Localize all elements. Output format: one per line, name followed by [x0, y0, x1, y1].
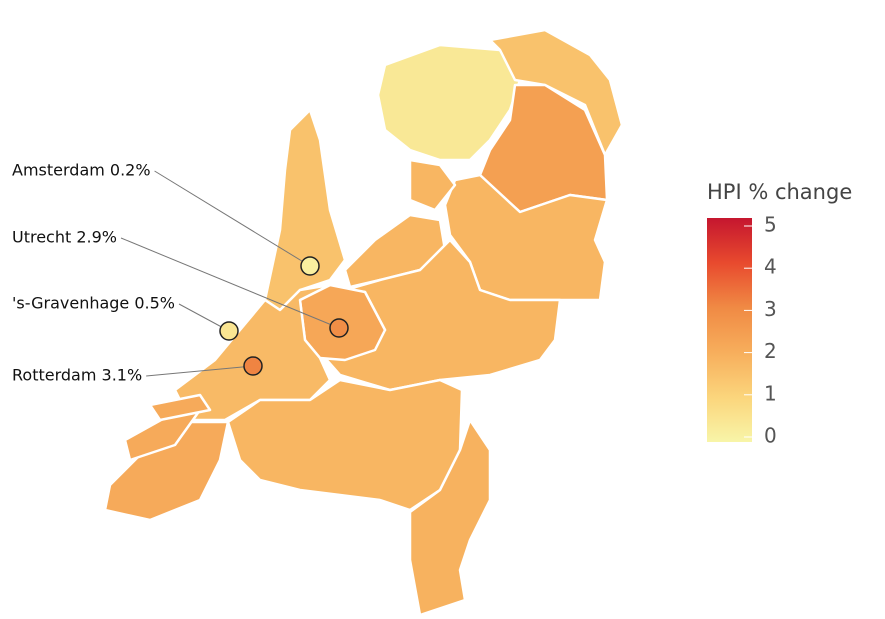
- legend-tick-label: 2: [764, 339, 777, 363]
- region: [408, 418, 492, 617]
- legend-tick-label: 5: [764, 213, 777, 237]
- colorbar: [707, 218, 752, 442]
- city-marker: [219, 321, 239, 341]
- leader-line: [154, 170, 311, 267]
- region: [376, 43, 522, 162]
- legend-title: HPI % change: [707, 180, 852, 204]
- city-marker: [300, 256, 320, 276]
- cities: Amsterdam 0.2% Utrecht 2.9% 's-Gravenhage …: [12, 161, 349, 385]
- legend-tick-label: 4: [764, 255, 777, 279]
- city-marker: [243, 356, 263, 376]
- leader-line: [120, 237, 340, 329]
- leader-line: [146, 365, 254, 377]
- legend-tick-label: 1: [764, 381, 777, 405]
- region: [408, 158, 457, 212]
- city-label: Amsterdam 0.2%: [12, 161, 151, 180]
- regions: [103, 28, 624, 617]
- region: [263, 108, 347, 312]
- region: [148, 393, 212, 422]
- region: [173, 283, 332, 422]
- city-marker: [329, 318, 349, 338]
- city-label: Utrecht 2.9%: [12, 228, 117, 247]
- city-label: 's-Gravenhage 0.5%: [12, 294, 175, 313]
- legend-tick-label: 0: [764, 424, 777, 448]
- legend-tick-label: 3: [764, 297, 777, 321]
- city-label: Rotterdam 3.1%: [12, 366, 142, 385]
- region: [226, 378, 464, 512]
